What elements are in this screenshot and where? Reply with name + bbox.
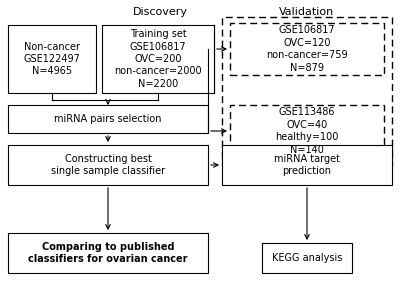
Text: Validation: Validation	[279, 7, 335, 17]
Text: GSE113486
OVC=40
healthy=100
N=140: GSE113486 OVC=40 healthy=100 N=140	[275, 107, 339, 154]
Text: miRNA target
prediction: miRNA target prediction	[274, 154, 340, 176]
Bar	[102, 25, 214, 93]
Bar	[230, 105, 384, 157]
Text: Comparing to published
classifiers for ovarian cancer: Comparing to published classifiers for o…	[28, 242, 188, 264]
Bar	[8, 233, 208, 273]
Bar	[222, 17, 392, 165]
Bar	[222, 145, 392, 185]
Text: Training set
GSE106817
OVC=200
non-cancer=2000
N=2200: Training set GSE106817 OVC=200 non-cance…	[114, 29, 202, 89]
Text: Constructing best
single sample classifier: Constructing best single sample classifi…	[51, 154, 165, 176]
Bar	[8, 145, 208, 185]
Text: KEGG analysis: KEGG analysis	[272, 253, 342, 263]
Text: Non-cancer
GSE122497
N=4965: Non-cancer GSE122497 N=4965	[24, 42, 80, 76]
Text: miRNA pairs selection: miRNA pairs selection	[54, 114, 162, 124]
Text: GSE106817
OVC=120
non-cancer=759
N=879: GSE106817 OVC=120 non-cancer=759 N=879	[266, 25, 348, 73]
Bar	[230, 23, 384, 75]
Text: Discovery: Discovery	[132, 7, 188, 17]
Bar	[262, 243, 352, 273]
Bar	[8, 105, 208, 133]
Bar	[8, 25, 96, 93]
